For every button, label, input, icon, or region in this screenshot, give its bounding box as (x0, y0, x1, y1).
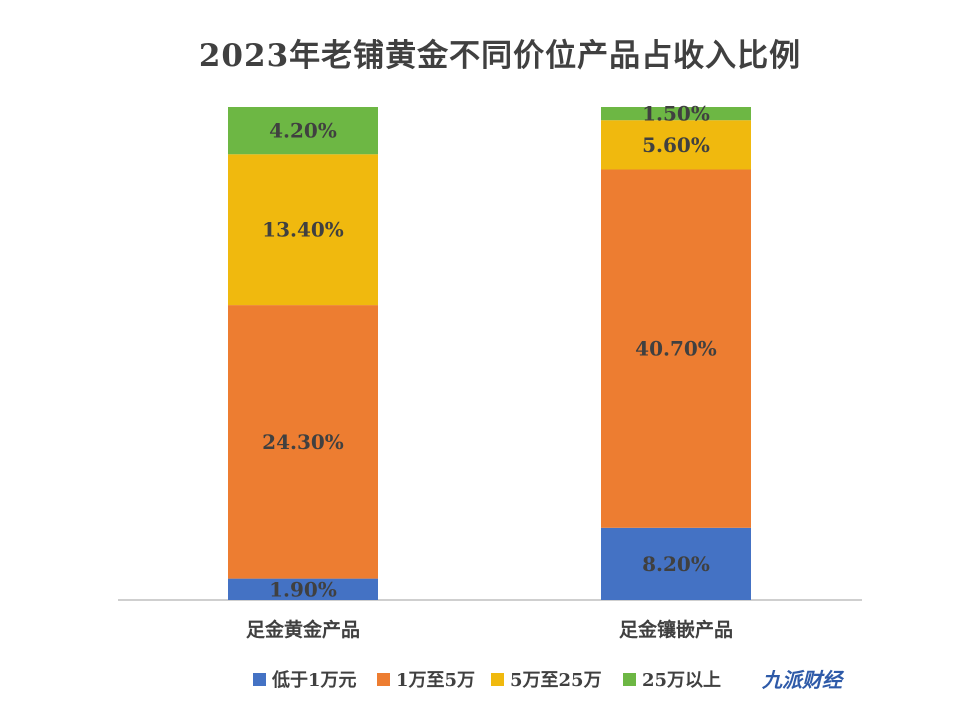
data-label-1-2: 5.60% (642, 133, 710, 157)
data-label-0-1: 24.30% (262, 430, 344, 454)
legend-label-0: 低于1万元 (271, 669, 357, 691)
legend-label-2: 5万至25万 (510, 670, 602, 691)
bar-1-0 (601, 527, 751, 600)
data-label-0-3: 4.20% (269, 119, 337, 143)
legend-swatch-2 (491, 673, 504, 686)
bar-0-3 (228, 107, 378, 155)
legend-swatch-0 (253, 673, 266, 686)
data-label-1-0: 8.20% (642, 552, 710, 576)
data-label-0-2: 13.40% (262, 218, 344, 242)
category-labels: 足金黄金产品 足金镶嵌产品 (246, 618, 733, 641)
bars-group: 1.90% 24.30% 13.40% 4.20% 8.20% 40.70% 5.60% 1.… (228, 102, 751, 601)
data-label-1-1: 40.70% (635, 337, 717, 361)
legend: 低于1万元 1万至5万 5万至25万 25万以上 (253, 669, 721, 691)
brand-logo-text: 九派财经 (761, 668, 845, 692)
bar-1-2 (601, 120, 751, 170)
brand-logo: 九派财经 (761, 668, 845, 692)
bar-1-3 (601, 107, 751, 121)
data-label-1-3: 1.50% (642, 102, 710, 126)
category-label-1: 足金镶嵌产品 (619, 618, 733, 641)
legend-swatch-1 (377, 673, 390, 686)
bar-0-0 (228, 578, 378, 600)
category-label-0: 足金黄金产品 (246, 618, 360, 641)
bar-0-1 (228, 305, 378, 579)
chart-title: 2023年老铺黄金不同价位产品占收入比例 (198, 38, 802, 74)
data-label-0-0: 1.90% (269, 577, 337, 601)
bar-1-1 (601, 169, 751, 528)
legend-swatch-3 (623, 673, 636, 686)
bar-0-2 (228, 154, 378, 306)
legend-label-3: 25万以上 (642, 670, 721, 691)
legend-label-1: 1万至5万 (396, 670, 475, 691)
